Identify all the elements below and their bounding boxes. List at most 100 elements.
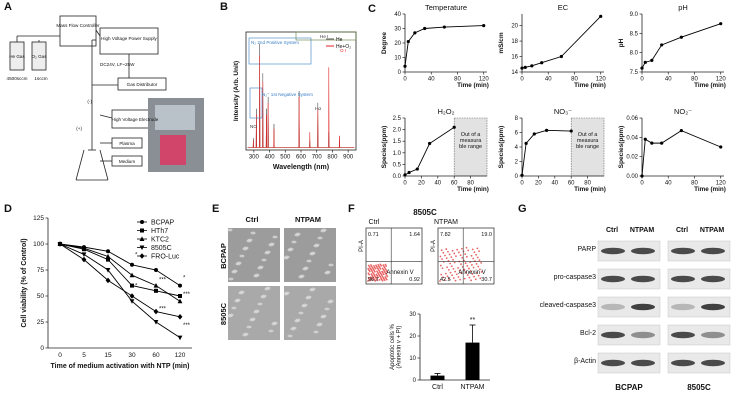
flow-event — [378, 266, 381, 269]
flow-event — [476, 256, 479, 259]
flow-event — [371, 266, 374, 269]
flow-event — [442, 251, 445, 254]
y-axis-label: Degree — [381, 32, 388, 54]
blot-strip — [667, 324, 731, 346]
chart-title: NO₂⁻ — [674, 107, 692, 116]
blot-band — [601, 359, 625, 367]
marker — [407, 170, 411, 175]
flow-event — [374, 267, 377, 270]
micrograph-cell — [232, 269, 238, 273]
flow-event — [374, 276, 377, 279]
y-tick-label: 14 — [511, 70, 518, 76]
diagram-line — [99, 149, 109, 181]
blot-strip — [597, 296, 661, 318]
x-tick-label: 700 — [312, 155, 323, 161]
blot-row-label: pro-caspase3 — [554, 274, 597, 281]
flow-event — [443, 279, 446, 281]
diagram-box — [99, 27, 159, 55]
series-line — [641, 23, 721, 69]
blot-column-label: Ctrl — [606, 227, 618, 234]
series-line — [59, 243, 181, 297]
x-tick-label: 60 — [152, 352, 160, 359]
flow-event — [441, 258, 443, 261]
flow-event — [371, 271, 374, 274]
diagram-label: (-) — [87, 99, 92, 104]
flow-event — [372, 264, 375, 267]
diagram-label: 1sccm — [34, 76, 47, 81]
marker — [177, 314, 183, 320]
marker — [153, 308, 159, 315]
flow-event — [382, 268, 385, 271]
spectrum-annotation: N₂ 2nd Positive System — [251, 40, 299, 45]
micrograph-cell — [269, 242, 275, 246]
micrograph-cell — [313, 330, 319, 334]
flow-event — [380, 264, 383, 267]
blot-band — [671, 275, 695, 283]
micrograph-cell — [328, 299, 334, 303]
out-of-range-region — [570, 117, 605, 177]
flow-event — [385, 278, 388, 281]
flow-event — [374, 275, 376, 278]
flow-event — [373, 270, 376, 273]
blot-band — [631, 359, 655, 367]
marker — [403, 64, 407, 68]
marker — [130, 262, 134, 267]
flow-event — [367, 264, 370, 267]
x-tick-label: 20 — [418, 181, 425, 187]
micrograph-cell — [258, 265, 264, 269]
flow-event — [378, 265, 380, 268]
flow-event — [452, 258, 454, 261]
marker — [140, 220, 144, 224]
panel-letter: E — [212, 203, 219, 215]
x-axis-label: Time (min) — [457, 82, 489, 89]
x-tick-label: 40 — [428, 77, 435, 83]
blot-row-label: β-Actin — [574, 358, 596, 365]
micrograph-cell — [302, 303, 308, 307]
marker — [660, 43, 664, 47]
flow-y-label: PI-A — [431, 240, 437, 252]
chart-title: pH — [678, 3, 688, 12]
micrograph-cell — [227, 228, 233, 232]
micrograph-cell — [257, 302, 263, 306]
marker — [140, 228, 144, 233]
flow-event — [373, 278, 376, 281]
micrograph-cell — [239, 290, 245, 294]
flow-event — [378, 278, 381, 281]
micrograph-cell — [243, 332, 249, 336]
y-tick-label: 18 — [511, 39, 518, 45]
flow-event — [375, 265, 378, 268]
y-tick-label: 0.00 — [626, 174, 638, 180]
marker — [153, 320, 159, 325]
flow-event — [372, 275, 374, 278]
micrograph-cell — [235, 298, 241, 302]
x-tick-label: 120 — [175, 352, 186, 359]
diagram-label: High Voltage Power Supply — [101, 36, 157, 41]
legend-label: FRO-Luc — [151, 254, 180, 261]
flow-event — [376, 279, 379, 282]
micrograph-cell — [328, 263, 334, 267]
blot-strip — [597, 324, 661, 346]
micrograph-cell — [284, 291, 290, 295]
y-tick-label: 0 — [398, 70, 402, 76]
x-tick-label: 80 — [467, 181, 474, 187]
blot-band — [701, 247, 725, 255]
blot-band — [671, 359, 695, 367]
setup-photo-flask — [155, 105, 195, 130]
marker — [413, 31, 417, 35]
significance-mark: * — [183, 275, 186, 281]
flow-event — [458, 251, 460, 254]
flow-event — [379, 272, 382, 275]
micrograph-cell — [272, 235, 278, 239]
flow-event — [454, 279, 457, 282]
flow-event — [372, 277, 375, 280]
marker — [442, 25, 446, 29]
x-tick-label: 80 — [691, 77, 698, 83]
y-tick-label: 10 — [409, 356, 416, 362]
range-annotation: Out of a measura ble range — [459, 132, 482, 150]
flow-event — [460, 263, 462, 266]
marker — [105, 277, 111, 284]
micrograph-cell — [306, 259, 312, 263]
micrograph-cell — [295, 318, 301, 322]
diagram-label: Gas Distributor — [127, 82, 158, 87]
micrograph-cell — [317, 236, 323, 240]
